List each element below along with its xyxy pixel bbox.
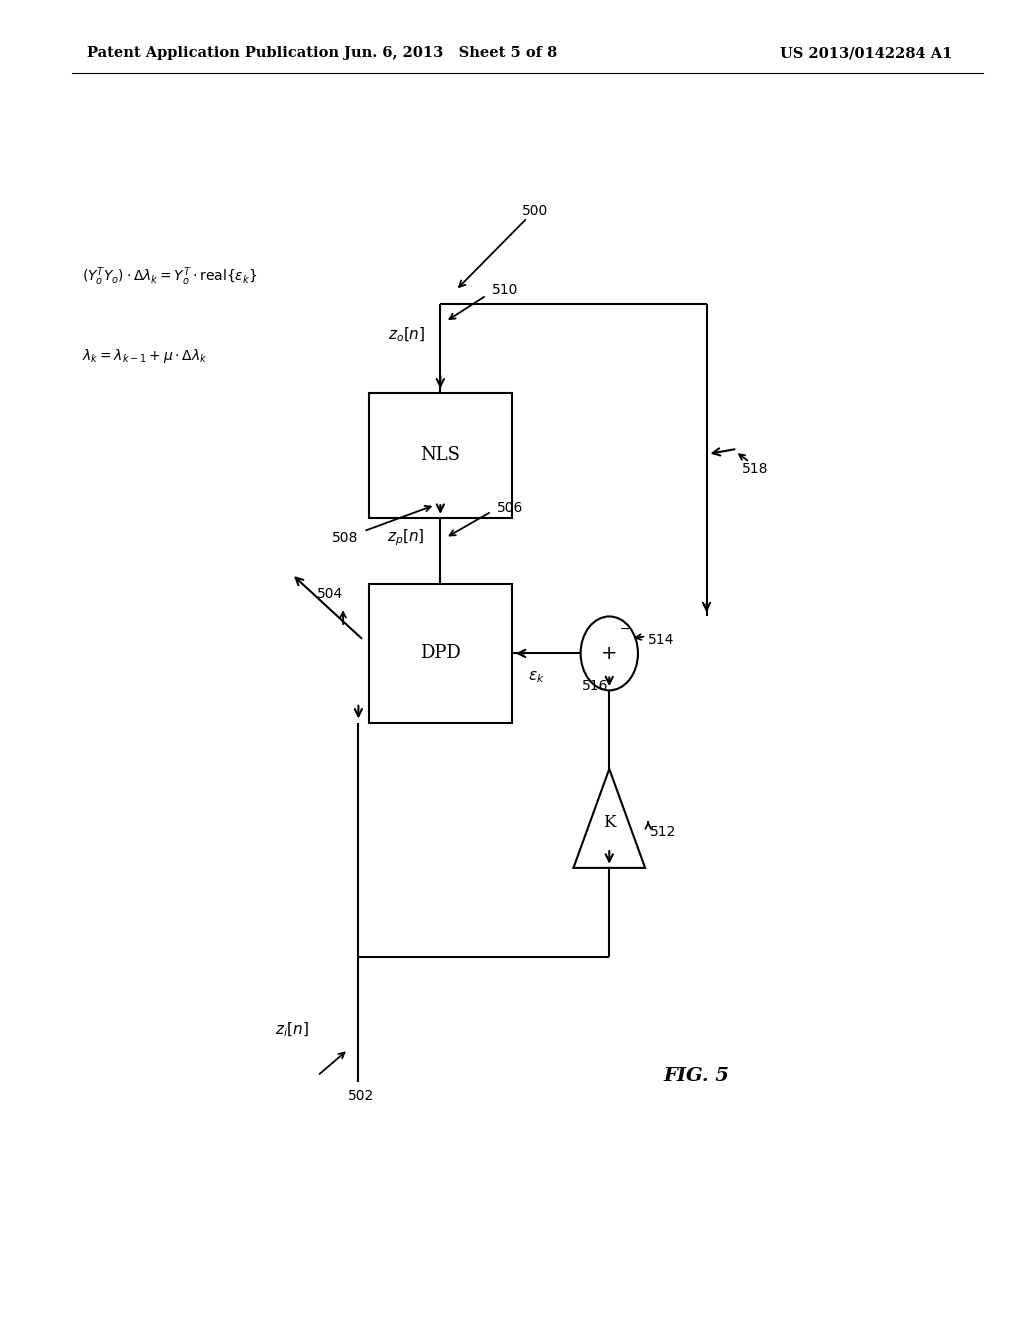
Text: +: + — [601, 644, 617, 663]
Text: 514: 514 — [648, 634, 675, 647]
Text: Patent Application Publication: Patent Application Publication — [87, 46, 339, 61]
Text: 508: 508 — [332, 531, 358, 545]
Text: Jun. 6, 2013   Sheet 5 of 8: Jun. 6, 2013 Sheet 5 of 8 — [344, 46, 557, 61]
Text: $\lambda_k = \lambda_{k-1} + \mu \cdot \Delta\lambda_k$: $\lambda_k = \lambda_{k-1} + \mu \cdot \… — [82, 347, 208, 366]
Text: $z_p[n]$: $z_p[n]$ — [387, 528, 425, 548]
Bar — [369, 583, 512, 722]
Text: FIG. 5: FIG. 5 — [664, 1067, 729, 1085]
Text: $\varepsilon_k$: $\varepsilon_k$ — [527, 669, 545, 685]
Text: 506: 506 — [497, 500, 523, 515]
Text: $z_i[n]$: $z_i[n]$ — [275, 1020, 308, 1039]
Text: US 2013/0142284 A1: US 2013/0142284 A1 — [780, 46, 952, 61]
Text: 502: 502 — [348, 1089, 375, 1102]
Text: 510: 510 — [492, 282, 518, 297]
Text: K: K — [603, 814, 615, 830]
Text: DPD: DPD — [420, 644, 461, 663]
Bar — [369, 393, 512, 517]
Text: 512: 512 — [650, 825, 677, 838]
Text: 500: 500 — [522, 205, 549, 218]
Text: NLS: NLS — [420, 446, 461, 465]
Text: $z_o[n]$: $z_o[n]$ — [388, 326, 425, 345]
Text: 504: 504 — [316, 587, 343, 601]
Text: 516: 516 — [582, 680, 608, 693]
Text: $(Y_o^T Y_o) \cdot \Delta\lambda_k = Y_o^T \cdot \mathrm{real}\{\varepsilon_k\}$: $(Y_o^T Y_o) \cdot \Delta\lambda_k = Y_o… — [82, 265, 257, 289]
Text: 518: 518 — [742, 462, 769, 475]
Text: −: − — [620, 623, 631, 636]
